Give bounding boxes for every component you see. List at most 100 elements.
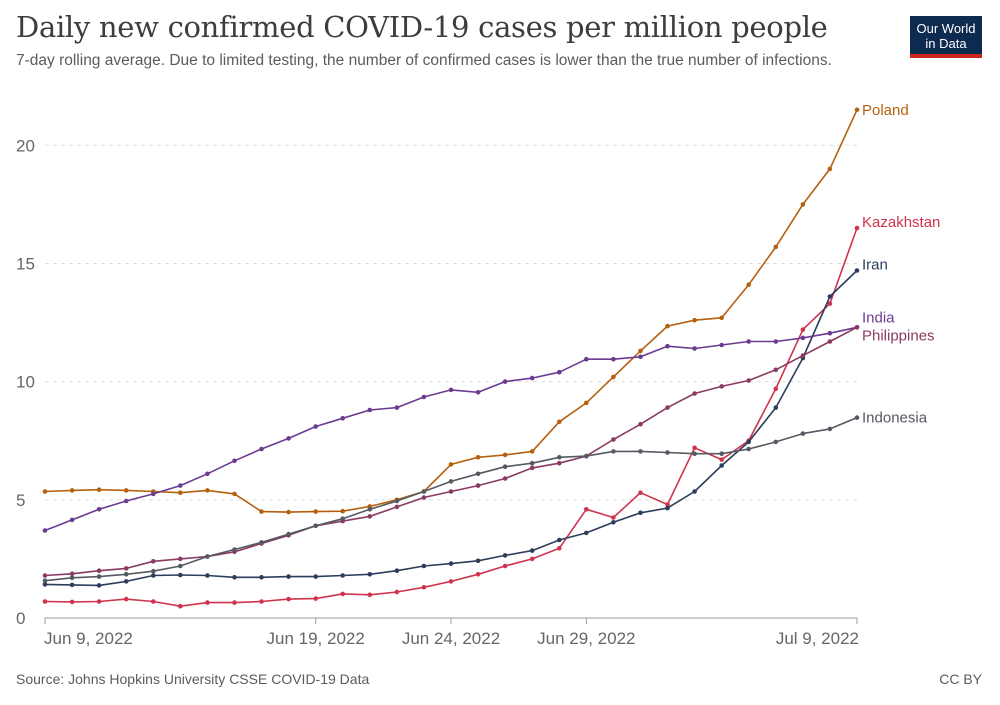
data-point-philippines: [611, 437, 616, 442]
data-point-poland: [178, 490, 183, 496]
data-point-kazakhstan: [205, 600, 210, 605]
data-point-india: [773, 339, 779, 344]
data-point-india: [69, 517, 75, 523]
data-point-iran: [746, 439, 751, 445]
data-point-indonesia: [692, 451, 697, 457]
grid-layer: 0 5 10 15 20: [16, 136, 857, 628]
data-point-philippines: [800, 353, 806, 358]
series-label-philippines[interactable]: Philippines: [862, 327, 935, 344]
data-point-philippines: [394, 504, 400, 510]
series-line-kazakhstan[interactable]: [44, 227, 858, 608]
data-point-iran: [259, 575, 264, 580]
x-tick-label: Jun 29, 2022: [537, 629, 635, 648]
license-link[interactable]: CC BY: [939, 671, 982, 687]
data-point-iran: [827, 294, 833, 299]
x-tick-label: Jun 19, 2022: [267, 629, 365, 648]
data-point-indonesia: [367, 507, 373, 512]
data-point-kazakhstan: [854, 225, 860, 231]
data-point-poland: [773, 244, 779, 250]
data-point-philippines: [665, 405, 670, 410]
y-tick-label: 10: [16, 373, 35, 392]
series-label-kazakhstan[interactable]: Kazakhstan: [862, 214, 940, 231]
data-point-iran: [367, 572, 373, 577]
data-point-indonesia: [502, 464, 508, 470]
data-point-poland: [692, 317, 697, 323]
data-point-iran: [69, 582, 75, 588]
data-point-indonesia: [340, 516, 346, 521]
data-point-india: [502, 379, 508, 384]
data-point-poland: [313, 509, 319, 514]
data-point-india: [394, 405, 400, 410]
data-point-kazakhstan: [232, 600, 237, 605]
data-point-indonesia: [746, 446, 751, 452]
data-point-iran: [286, 574, 291, 579]
data-point-kazakhstan: [421, 585, 427, 590]
data-point-philippines: [557, 460, 562, 466]
data-point-indonesia: [638, 449, 643, 454]
series-line-indonesia[interactable]: [44, 416, 858, 582]
data-point-india: [367, 407, 373, 413]
data-point-philippines: [69, 571, 75, 577]
data-point-india: [692, 346, 697, 351]
data-point-poland: [638, 348, 643, 354]
data-point-kazakhstan: [313, 596, 319, 601]
data-point-philippines: [529, 465, 535, 471]
data-point-india: [611, 356, 616, 362]
data-point-india: [151, 491, 156, 497]
data-point-kazakhstan: [367, 592, 373, 598]
data-point-kazakhstan: [611, 515, 616, 520]
data-point-poland: [800, 202, 806, 207]
data-point-india: [286, 436, 291, 441]
data-point-iran: [123, 579, 129, 584]
data-point-indonesia: [448, 479, 454, 484]
series-label-iran[interactable]: Iran: [862, 257, 888, 274]
data-point-philippines: [178, 556, 183, 562]
series-line-iran[interactable]: [44, 269, 858, 587]
data-point-kazakhstan: [665, 502, 670, 507]
data-point-iran: [232, 575, 237, 580]
data-point-poland: [719, 315, 724, 321]
owid-logo[interactable]: Our World in Data: [910, 16, 982, 58]
data-point-poland: [529, 449, 535, 454]
data-point-philippines: [151, 559, 156, 564]
data-point-kazakhstan: [692, 445, 697, 451]
data-point-iran: [178, 572, 183, 578]
data-point-kazakhstan: [800, 327, 806, 332]
data-point-poland: [557, 419, 562, 425]
data-point-indonesia: [854, 415, 860, 420]
data-point-indonesia: [286, 531, 291, 537]
data-point-kazakhstan: [773, 386, 779, 392]
series-label-poland[interactable]: Poland: [862, 102, 909, 119]
data-point-poland: [827, 166, 833, 172]
data-point-kazakhstan: [42, 599, 48, 604]
data-point-poland: [96, 487, 102, 493]
data-point-poland: [42, 489, 48, 494]
data-point-philippines: [746, 378, 751, 383]
series-label-indonesia[interactable]: Indonesia: [862, 410, 928, 427]
data-point-kazakhstan: [123, 596, 129, 602]
data-point-indonesia: [584, 453, 589, 459]
data-point-india: [800, 335, 806, 341]
x-axis: Jun 9, 2022 Jun 19, 2022 Jun 24, 2022 Jun 2…: [44, 617, 859, 648]
source-note: Source: Johns Hopkins University CSSE CO…: [16, 671, 370, 687]
data-point-kazakhstan: [827, 301, 833, 306]
data-point-iran: [475, 558, 481, 564]
data-point-kazakhstan: [286, 596, 291, 602]
y-tick-label: 20: [16, 136, 35, 155]
data-point-india: [232, 458, 237, 464]
series-label-india[interactable]: India: [862, 309, 895, 326]
data-point-iran: [692, 489, 697, 494]
data-point-kazakhstan: [584, 507, 589, 512]
x-tick-label: Jun 24, 2022: [402, 629, 500, 648]
data-point-poland: [448, 462, 454, 467]
logo-line-1: Our World: [916, 21, 976, 36]
x-tick-label: Jul 9, 2022: [776, 629, 859, 648]
y-tick-label: 15: [16, 254, 35, 273]
data-point-philippines: [502, 476, 508, 481]
data-point-india: [665, 343, 670, 349]
data-point-iran: [151, 573, 156, 578]
data-point-indonesia: [232, 547, 237, 552]
data-point-indonesia: [313, 523, 319, 529]
data-point-indonesia: [529, 460, 535, 466]
